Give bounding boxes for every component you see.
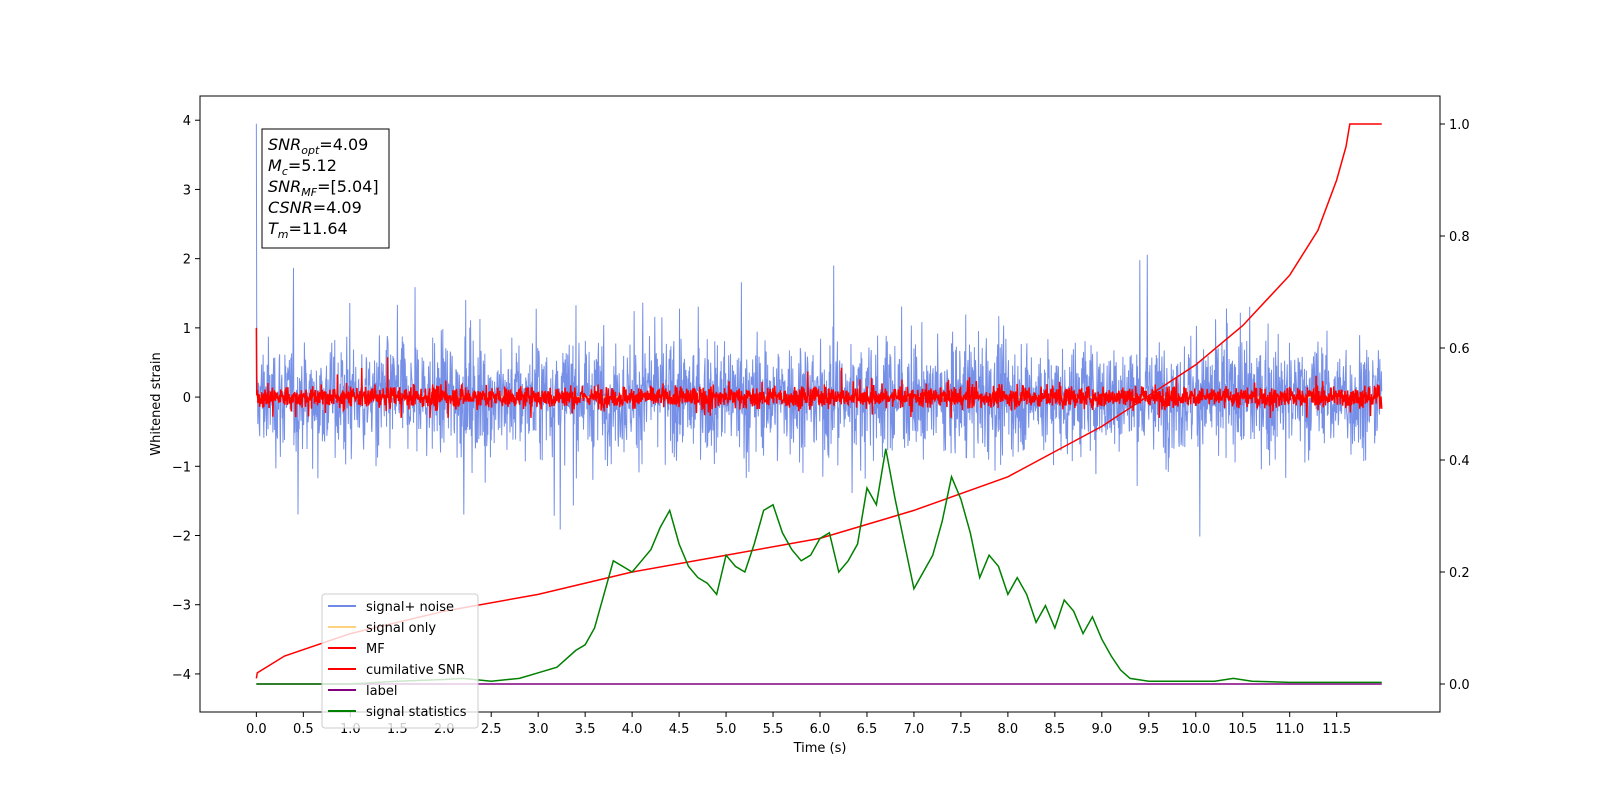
x-tick-label: 3.5	[575, 722, 596, 737]
x-tick-label: 5.0	[716, 722, 737, 737]
x-tick-label: 0.0	[246, 722, 267, 737]
legend-frame	[321, 593, 479, 729]
x-tick-label: 0.5	[293, 722, 314, 737]
x-tick-label: 8.5	[1045, 722, 1066, 737]
y-right-tick-label: 0.4	[1449, 454, 1470, 469]
y-left-tick-label: 4	[183, 114, 191, 129]
info-line: SNRMF=[5.04]	[268, 177, 379, 199]
y-right-tick-label: 0.8	[1449, 230, 1470, 245]
series-signal-statistics	[256, 448, 1382, 685]
x-tick-label: 9.5	[1138, 722, 1159, 737]
series-mf	[255, 327, 1383, 418]
legend-entry-label: label	[366, 684, 397, 699]
x-tick-label: 3.0	[528, 722, 549, 737]
legend-entry-label: signal only	[366, 621, 436, 636]
x-tick-label: 7.5	[951, 722, 972, 737]
y-left-tick-label: −1	[172, 460, 191, 475]
info-line: SNRopt=4.09	[268, 135, 368, 157]
y-axis-left-ticks: −4 −3 −2 −1 0 1 2 3 4	[172, 114, 200, 683]
y-right-tick-label: 0.6	[1449, 342, 1470, 357]
y-axis-label: Whitened strain	[149, 352, 164, 455]
y-right-tick-label: 1.0	[1449, 118, 1470, 133]
legend-entry-label: MF	[366, 642, 385, 657]
legend: signal+ noise signal only MF cumilative SNR…	[321, 593, 479, 729]
x-tick-label: 11.5	[1322, 722, 1351, 737]
info-line: Tm=11.64	[268, 219, 348, 241]
x-tick-label: 10.0	[1181, 722, 1210, 737]
y-left-tick-label: 1	[183, 322, 191, 337]
x-tick-label: 9.0	[1091, 722, 1112, 737]
x-tick-label: 11.0	[1275, 722, 1304, 737]
info-line: Mc=5.12	[268, 156, 337, 178]
x-axis-label: Time (s)	[793, 741, 847, 756]
info-box-frame	[261, 128, 390, 249]
x-tick-label: 7.0	[904, 722, 925, 737]
y-left-tick-label: −3	[172, 599, 191, 614]
y-left-tick-label: 3	[183, 183, 191, 198]
x-tick-label: 10.5	[1228, 722, 1257, 737]
y-left-tick-label: −2	[172, 530, 191, 545]
x-tick-label: 4.5	[669, 722, 690, 737]
x-tick-label: 2.5	[481, 722, 502, 737]
y-left-tick-label: −4	[172, 668, 191, 683]
x-tick-label: 5.5	[763, 722, 784, 737]
y-right-tick-label: 0.0	[1449, 678, 1470, 693]
legend-entry-label: cumilative SNR	[366, 663, 465, 678]
y-axis-right-ticks: 0.0 0.2 0.4 0.6 0.8 1.0	[1440, 118, 1470, 693]
legend-entry-label: signal statistics	[366, 705, 467, 720]
y-right-tick-label: 0.2	[1449, 566, 1470, 581]
legend-entry-label: signal+ noise	[366, 600, 454, 615]
y-left-tick-label: 2	[183, 253, 191, 268]
info-line: CSNR=4.09	[268, 198, 362, 217]
x-tick-label: 6.5	[857, 722, 878, 737]
x-tick-label: 6.0	[810, 722, 831, 737]
x-tick-label: 4.0	[622, 722, 643, 737]
y-left-tick-label: 0	[183, 391, 191, 406]
x-tick-label: 8.0	[998, 722, 1019, 737]
